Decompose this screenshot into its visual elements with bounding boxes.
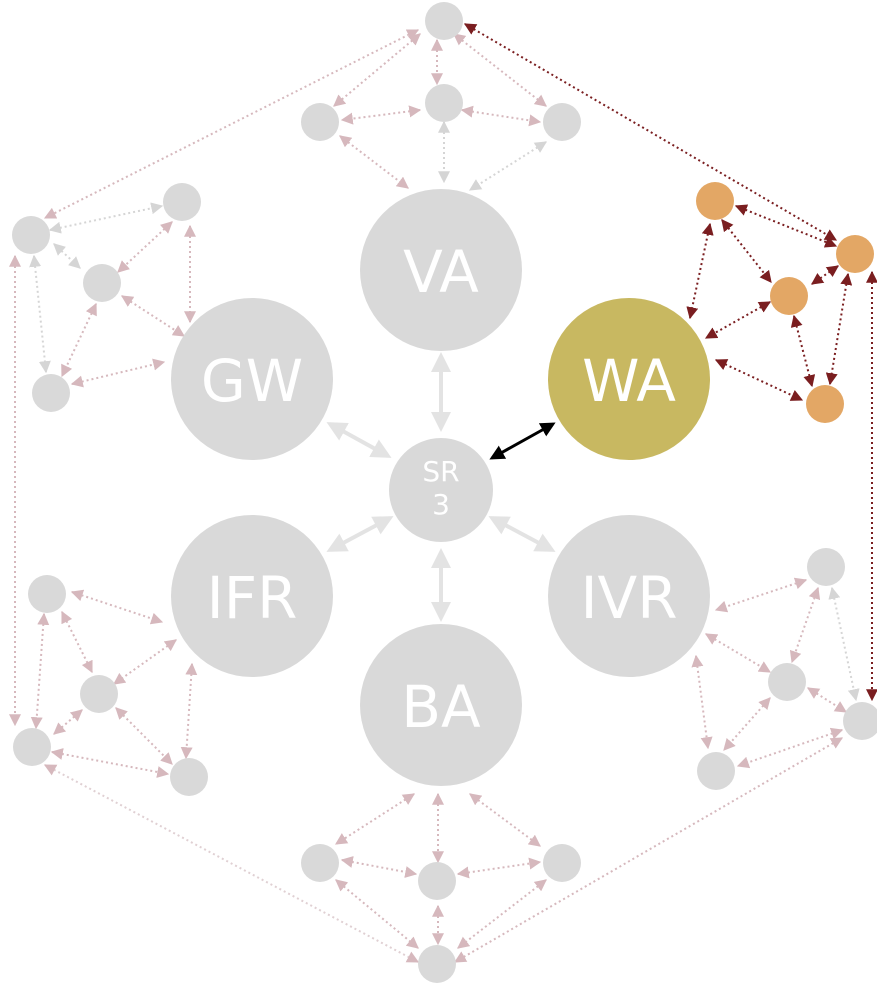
node-va-sub-right <box>543 103 581 141</box>
cluster-ifr-edges <box>30 589 198 778</box>
node-ivr-sub-1 <box>807 548 845 586</box>
cluster-ba-edges <box>334 792 547 949</box>
node-ivr: IVR <box>548 515 710 677</box>
node-ivr-sub-4 <box>697 752 735 790</box>
node-ivr-sub-3 <box>843 702 877 740</box>
node-gw: GW <box>171 298 333 460</box>
node-ivr-sub-2 <box>768 663 806 701</box>
node-wa-sub-4 <box>806 385 844 423</box>
node-va-label: VA <box>403 238 479 306</box>
cluster-wa-edges <box>686 204 853 401</box>
node-ivr-label: IVR <box>580 564 677 632</box>
node-va-sub-mid <box>425 84 463 122</box>
cluster-va-edges <box>333 33 548 191</box>
node-gw-sub-3 <box>83 264 121 302</box>
node-va-sub-left <box>301 103 339 141</box>
cluster-gw-edges <box>29 202 196 388</box>
node-ba-label: BA <box>401 673 481 741</box>
node-ifr-sub-3 <box>13 728 51 766</box>
node-center-label-line1: SR <box>422 455 459 488</box>
node-ifr-sub-1 <box>28 575 66 613</box>
node-wa-sub-2 <box>836 235 874 273</box>
spoke-ifr <box>326 516 394 552</box>
spoke-wa-active <box>489 422 556 460</box>
node-va: VA <box>360 189 522 351</box>
node-gw-label: GW <box>201 347 303 415</box>
small-nodes <box>12 2 877 983</box>
node-wa-sub-3 <box>770 277 808 315</box>
large-nodes: VA WA GW IFR IVR BA SR 3 <box>171 189 710 786</box>
cluster-ivr-edges <box>691 577 860 769</box>
node-gw-sub-2 <box>163 183 201 221</box>
node-wa-label: WA <box>582 347 676 415</box>
node-ba-sub-bottom <box>418 945 456 983</box>
node-ba-sub-mid <box>418 862 456 900</box>
hub-spokes <box>326 352 556 622</box>
node-wa: WA <box>548 298 710 460</box>
node-ba: BA <box>360 624 522 786</box>
node-gw-sub-1 <box>12 216 50 254</box>
node-ifr-sub-2 <box>80 675 118 713</box>
node-ifr-sub-4 <box>170 758 208 796</box>
spoke-gw <box>326 422 392 458</box>
node-ifr-label: IFR <box>207 564 298 632</box>
node-ifr: IFR <box>171 515 333 677</box>
node-va-sub-top <box>425 2 463 40</box>
spoke-ivr <box>488 516 556 552</box>
node-center-label-line2: 3 <box>432 488 450 521</box>
node-gw-sub-4 <box>32 374 70 412</box>
node-ba-sub-left <box>301 844 339 882</box>
node-center: SR 3 <box>389 438 493 542</box>
edge-top-left-ring <box>43 29 420 219</box>
node-ba-sub-right <box>543 844 581 882</box>
edge-bottom-right-ring <box>453 737 844 963</box>
node-wa-sub-1 <box>696 182 734 220</box>
edge-top-right-ring-active <box>463 23 838 241</box>
